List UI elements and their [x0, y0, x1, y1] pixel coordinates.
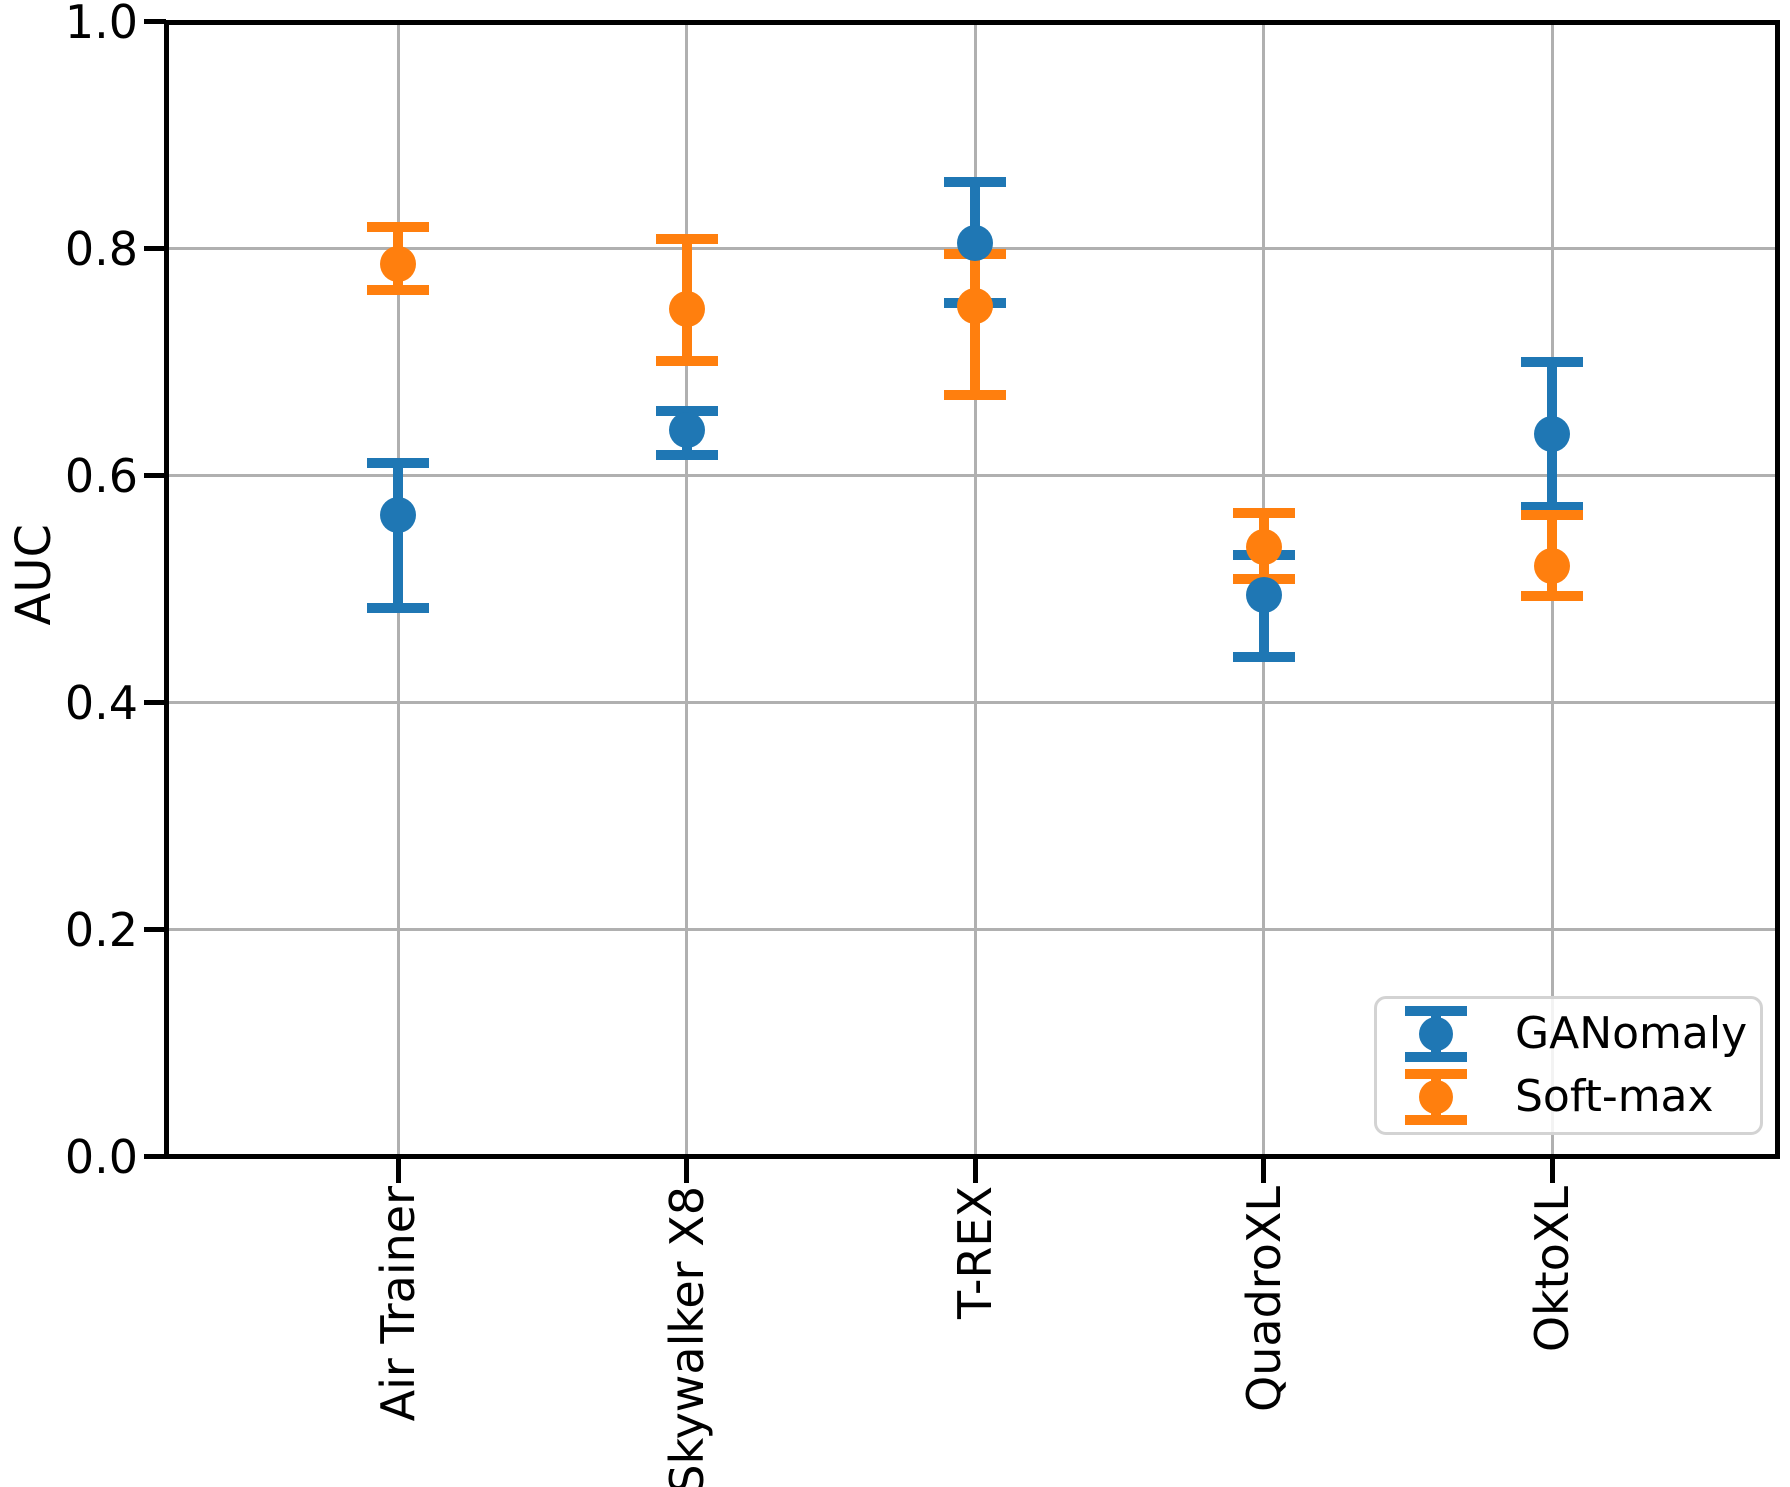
y-tick-label-0.4: 0.4 — [64, 675, 138, 730]
marker-ganomaly-air-trainer — [380, 497, 416, 534]
errorbar-cap-upper-ganomaly-oktoxl — [1521, 357, 1583, 367]
marker-ganomaly-t-rex — [957, 224, 993, 261]
legend: GANomaly Soft-max — [1374, 996, 1763, 1135]
legend-label-soft-max: Soft-max — [1515, 1071, 1714, 1122]
marker-soft-max-oktoxl — [1534, 548, 1570, 585]
legend-label-ganomaly: GANomaly — [1515, 1008, 1748, 1059]
y-tick-0.2 — [144, 927, 166, 932]
marker-soft-max-t-rex — [957, 288, 993, 325]
x-tick-label-text-skywalker-x8: Skywalker X8 — [659, 1186, 714, 1487]
errorbar-cap-lower-soft-max-oktoxl — [1521, 590, 1583, 601]
x-tick-label-skywalker-x8: Skywalker X8 — [657, 1186, 717, 1487]
marker-soft-max-air-trainer — [380, 246, 416, 283]
y-tick-0.8 — [144, 246, 166, 251]
errorbar-cap-lower-ganomaly-oktoxl — [1521, 502, 1583, 513]
gridline-y-0.2 — [169, 928, 1775, 931]
errorbar-cap-lower-ganomaly-skywalker-x8 — [655, 450, 718, 461]
gridline-y-0.4 — [169, 701, 1775, 704]
errorbar-cap-upper-ganomaly-skywalker-x8 — [655, 405, 718, 416]
x-tick-label-quadroxl: QuadroXL — [1234, 1186, 1294, 1412]
x-tick-label-air-trainer: Air Trainer — [368, 1186, 428, 1421]
y-tick-1.0 — [144, 19, 166, 24]
errorbar-cap-lower-soft-max-skywalker-x8 — [655, 355, 718, 366]
marker-ganomaly-quadroxl — [1245, 576, 1282, 613]
errorbar-cap-upper-soft-max-oktoxl — [1521, 510, 1583, 521]
legend-item-soft-max: Soft-max — [1377, 1066, 1760, 1129]
y-tick-0.0 — [144, 1154, 166, 1159]
y-tick-label-1.0: 1.0 — [64, 0, 138, 49]
y-tick-label-0.0: 0.0 — [64, 1129, 138, 1184]
marker-soft-max-quadroxl — [1245, 529, 1282, 565]
x-tick-skywalker-x8 — [684, 1159, 689, 1183]
x-tick-label-text-oktoxl: OktoXL — [1525, 1186, 1579, 1353]
errorbar-cap-lower-soft-max-air-trainer — [367, 285, 429, 296]
marker-ganomaly-skywalker-x8 — [668, 412, 705, 449]
errorbar-cap-lower-soft-max-t-rex — [944, 389, 1006, 400]
errorbar-cap-upper-ganomaly-air-trainer — [367, 458, 429, 468]
y-tick-0.4 — [144, 700, 166, 705]
errorbar-cap-upper-soft-max-quadroxl — [1232, 507, 1295, 518]
y-tick-0.6 — [144, 473, 166, 478]
errorbar-line-ganomaly-air-trainer — [393, 463, 403, 609]
gridline-x-t-rex — [973, 25, 977, 1154]
errorbar-cap-upper-ganomaly-t-rex — [944, 176, 1006, 187]
y-axis-title: AUC — [6, 524, 62, 629]
errorbar-cap-lower-ganomaly-air-trainer — [367, 603, 429, 614]
x-tick-label-t-rex: T-REX — [945, 1186, 1005, 1319]
x-tick-t-rex — [972, 1159, 978, 1183]
y-axis-title-text: AUC — [6, 524, 62, 626]
x-tick-quadroxl — [1261, 1159, 1266, 1183]
x-tick-air-trainer — [395, 1159, 401, 1183]
gridline-y-0.6 — [169, 474, 1775, 477]
x-tick-label-text-quadroxl: QuadroXL — [1236, 1186, 1291, 1412]
errorbar-cap-upper-soft-max-skywalker-x8 — [655, 234, 718, 245]
x-tick-label-oktoxl: OktoXL — [1522, 1186, 1582, 1352]
x-tick-label-text-air-trainer: Air Trainer — [371, 1186, 425, 1422]
marker-ganomaly-oktoxl — [1534, 415, 1570, 452]
legend-cap-bottom-ganomaly — [1405, 1052, 1467, 1062]
y-tick-label-0.6: 0.6 — [64, 448, 138, 503]
legend-errorbar-icon-soft-max — [1405, 1069, 1467, 1125]
legend-item-ganomaly: GANomaly — [1377, 1003, 1760, 1066]
gridline-x-skywalker-x8 — [685, 25, 688, 1154]
y-tick-label-0.2: 0.2 — [64, 902, 138, 957]
errorbar-line-soft-max-t-rex — [970, 254, 980, 395]
legend-cap-bottom-soft-max — [1405, 1115, 1467, 1125]
legend-marker-soft-max — [1419, 1080, 1453, 1114]
errorbar-cap-lower-ganomaly-quadroxl — [1232, 652, 1295, 663]
legend-errorbar-icon-ganomaly — [1405, 1006, 1467, 1062]
errorbar-cap-upper-soft-max-air-trainer — [367, 221, 429, 232]
marker-soft-max-skywalker-x8 — [668, 290, 705, 327]
x-tick-label-text-t-rex: T-REX — [948, 1186, 1002, 1320]
legend-marker-ganomaly — [1419, 1017, 1453, 1051]
y-tick-label-0.8: 0.8 — [64, 221, 138, 276]
x-tick-oktoxl — [1549, 1159, 1555, 1183]
